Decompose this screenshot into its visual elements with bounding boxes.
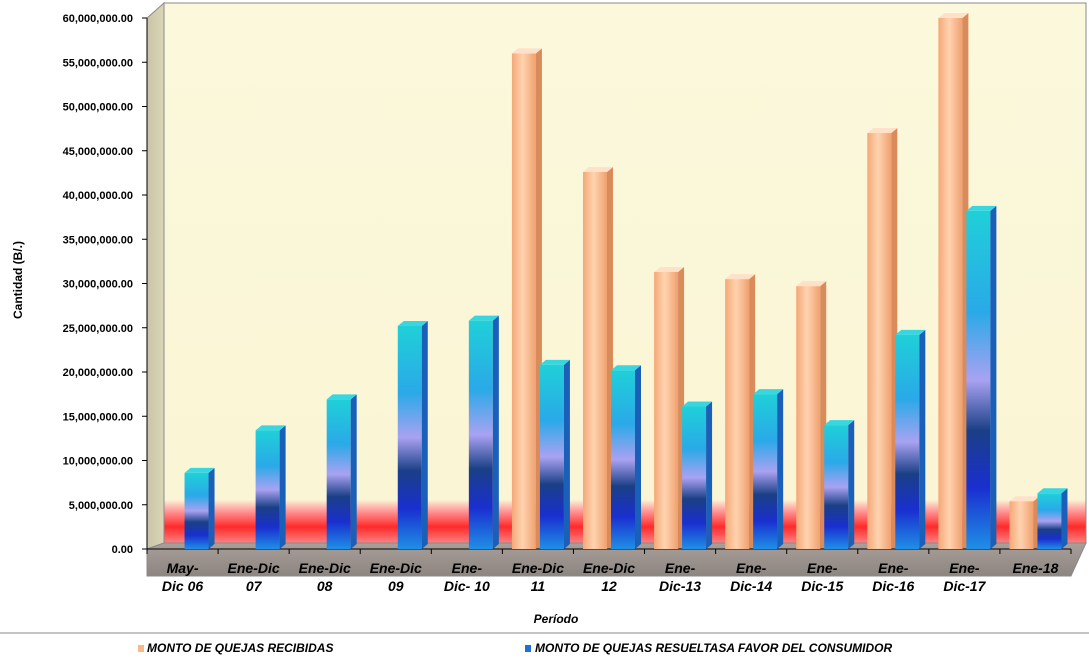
bar-quejas-resueltas	[682, 401, 713, 549]
bar-quejas-resueltas	[184, 467, 215, 549]
legend-label-resueltas: MONTO DE QUEJAS RESUELTASA FAVOR DEL CON…	[535, 641, 892, 655]
plot-floor	[146, 542, 1087, 577]
bar-quejas-resueltas	[824, 420, 855, 549]
bar-quejas-recibidas	[1009, 496, 1040, 549]
x-category-label: Ene-18	[1013, 560, 1059, 576]
bar-quejas-recibidas	[725, 274, 756, 549]
bar-quejas-resueltas	[895, 329, 926, 549]
bar-quejas-resueltas	[611, 365, 641, 549]
y-tick-label: 55,000,000.00	[63, 57, 133, 69]
bar-quejas-resueltas	[753, 389, 784, 549]
y-axis-title: Cantidad (B/.)	[11, 241, 25, 319]
y-tick-label: 60,000,000.00	[63, 13, 133, 25]
y-tick-label: 40,000,000.00	[63, 190, 133, 202]
bar-quejas-resueltas	[966, 205, 997, 549]
x-category-label: Ene-Dic- 10	[444, 560, 490, 594]
y-tick-label: 30,000,000.00	[63, 279, 133, 291]
y-tick-label: 20,000,000.00	[63, 367, 133, 379]
x-category-label: Ene-Dic 07	[228, 560, 280, 594]
x-category-label: Ene-Dic 09	[370, 560, 422, 594]
bar-quejas-resueltas	[397, 320, 428, 549]
bar-quejas-resueltas	[326, 394, 357, 549]
x-category-label: Ene-Dic-17	[943, 560, 986, 594]
x-category-label: Ene-Dic 11	[512, 560, 564, 594]
y-tick-label: 50,000,000.00	[63, 102, 133, 114]
x-axis-title: Período	[534, 612, 579, 626]
plot-side-wall	[146, 1, 165, 550]
bar-quejas-resueltas	[468, 315, 499, 549]
y-tick-label: 25,000,000.00	[63, 323, 133, 335]
y-tick-label: 0.00	[112, 544, 133, 556]
y-tick-label: 5,000,000.00	[69, 500, 133, 512]
legend-swatch-recibidas	[138, 645, 144, 652]
x-category-label: May-Dic 06	[162, 560, 203, 594]
x-category-label: Ene-Dic-16	[872, 560, 914, 594]
x-category-label: Ene-Dic-14	[730, 560, 772, 594]
legend: MONTO DE QUEJAS RECIBIDAS MONTO DE QUEJA…	[138, 641, 892, 655]
bar-quejas-recibidas	[938, 13, 969, 549]
y-tick-label: 10,000,000.00	[63, 456, 133, 468]
bar-quejas-recibidas	[583, 166, 613, 550]
x-category-label: Ene-Dic-15	[801, 560, 843, 594]
legend-label-recibidas: MONTO DE QUEJAS RECIBIDAS	[147, 641, 333, 655]
legend-swatch-resueltas	[525, 645, 531, 652]
bar-quejas-recibidas	[654, 266, 685, 549]
bar-quejas-recibidas	[796, 281, 827, 549]
x-category-label: Ene-Dic 08	[299, 560, 351, 594]
bar-quejas-resueltas	[1037, 488, 1068, 549]
bar-quejas-resueltas	[539, 359, 570, 549]
bar-quejas-resueltas	[255, 425, 286, 549]
y-tick-label: 45,000,000.00	[63, 146, 133, 158]
x-category-label: Ene-Dic-13	[659, 560, 701, 594]
bar-quejas-recibidas	[867, 128, 898, 550]
x-category-label: Ene-Dic 12	[583, 560, 635, 594]
y-tick-label: 35,000,000.00	[63, 234, 133, 246]
bar-quejas-recibidas	[511, 48, 542, 550]
y-tick-label: 15,000,000.00	[63, 411, 133, 423]
